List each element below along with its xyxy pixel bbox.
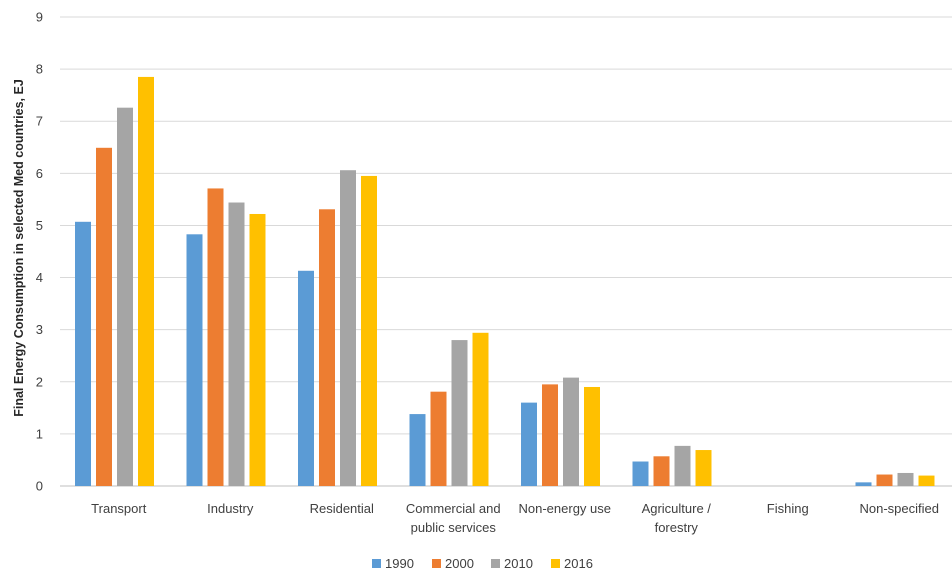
y-tick-label: 8 bbox=[36, 62, 43, 77]
bars bbox=[75, 76, 935, 487]
bar-1990-2 bbox=[298, 270, 314, 486]
y-tick-label: 5 bbox=[36, 218, 43, 233]
bar-1990-0 bbox=[75, 221, 91, 486]
category-label: Industry bbox=[207, 501, 254, 516]
category-label: Non-energy use bbox=[519, 501, 612, 516]
category-label: Commercial and bbox=[406, 501, 501, 516]
bar-2000-5 bbox=[653, 456, 670, 486]
legend-label: 2010 bbox=[504, 556, 533, 571]
bar-2016-2 bbox=[361, 175, 377, 486]
y-tick-label: 3 bbox=[36, 322, 43, 337]
bar-2016-0 bbox=[138, 76, 154, 486]
category-label: forestry bbox=[655, 520, 699, 535]
bar-2010-2 bbox=[340, 170, 356, 486]
bar-2016-5 bbox=[695, 450, 712, 486]
bar-1990-4 bbox=[521, 402, 537, 486]
bar-2010-0 bbox=[117, 107, 133, 486]
y-tick-label: 7 bbox=[36, 114, 43, 129]
bar-1990-3 bbox=[409, 414, 426, 486]
bar-2010-1 bbox=[228, 202, 245, 486]
legend-swatch-1990 bbox=[372, 559, 381, 568]
legend-swatch-2000 bbox=[432, 559, 441, 568]
bar-2000-2 bbox=[319, 209, 335, 487]
legend-label: 1990 bbox=[385, 556, 414, 571]
bar-2010-4 bbox=[563, 377, 579, 486]
category-label: Agriculture / bbox=[642, 501, 712, 516]
legend-swatch-2010 bbox=[491, 559, 500, 568]
bar-2000-0 bbox=[96, 147, 112, 486]
bar-1990-1 bbox=[186, 234, 203, 486]
y-tick-labels: 0 1 2 3 4 5 6 7 8 9 bbox=[36, 10, 43, 494]
y-tick-label: 9 bbox=[36, 10, 43, 25]
bar-2016-1 bbox=[249, 213, 266, 487]
bar-2000-3 bbox=[430, 391, 447, 486]
category-label: Transport bbox=[91, 501, 147, 516]
y-tick-label: 4 bbox=[36, 270, 43, 285]
category-label: Fishing bbox=[767, 501, 809, 516]
y-tick-label: 0 bbox=[36, 479, 43, 494]
y-tick-label: 2 bbox=[36, 374, 43, 389]
y-tick-label: 1 bbox=[36, 426, 43, 441]
bar-1990-5 bbox=[632, 461, 649, 486]
bar-2010-5 bbox=[674, 445, 691, 486]
bar-2000-1 bbox=[207, 188, 224, 486]
bar-2000-4 bbox=[542, 384, 558, 486]
bar-2016-3 bbox=[472, 332, 489, 486]
legend-label: 2016 bbox=[564, 556, 593, 571]
bar-2016-4 bbox=[584, 386, 600, 486]
category-labels: Transport Industry Residential Commercial a… bbox=[91, 501, 939, 535]
legend-swatch-2016 bbox=[551, 559, 560, 568]
legend: 1990 2000 2010 2016 bbox=[372, 556, 593, 571]
category-label: Non-specified bbox=[860, 501, 940, 516]
y-axis-label: Final Energy Consumption in selected Med… bbox=[12, 79, 26, 417]
category-label: public services bbox=[411, 520, 497, 535]
category-label: Residential bbox=[310, 501, 374, 516]
bar-2016-7 bbox=[918, 475, 935, 486]
bar-2010-3 bbox=[451, 340, 468, 486]
bar-1990-7 bbox=[855, 482, 872, 486]
bar-2000-7 bbox=[876, 474, 893, 486]
y-tick-label: 6 bbox=[36, 166, 43, 181]
bar-2010-7 bbox=[897, 472, 914, 486]
legend-label: 2000 bbox=[445, 556, 474, 571]
